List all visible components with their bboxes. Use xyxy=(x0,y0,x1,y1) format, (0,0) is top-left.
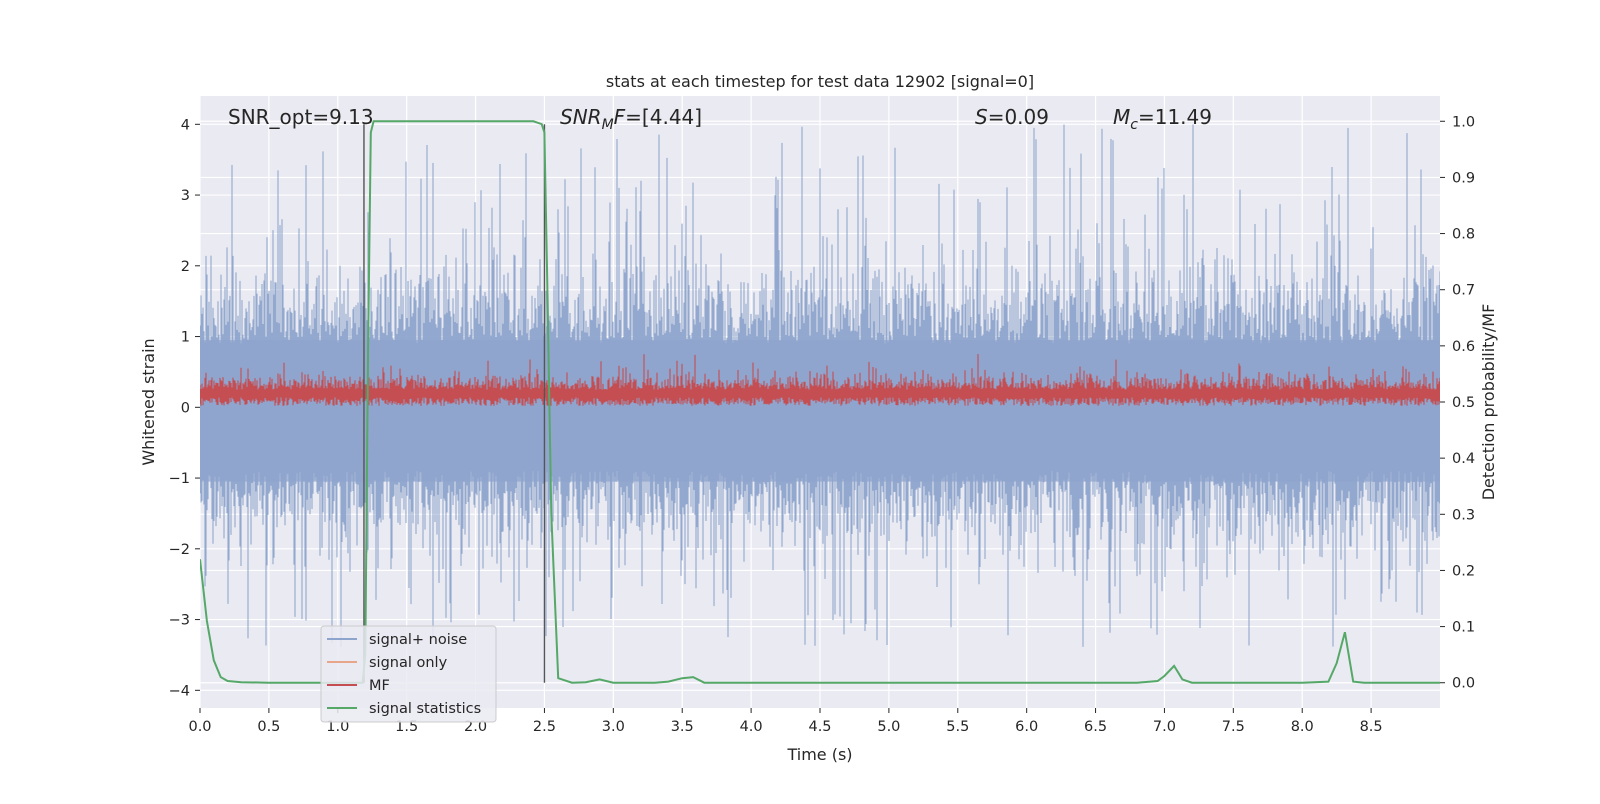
x-tick-label: 7.0 xyxy=(1153,719,1176,735)
y-left-tick-label: −3 xyxy=(169,613,190,629)
annotation-mc-var: M xyxy=(1113,105,1130,129)
x-tick-label: 7.5 xyxy=(1222,719,1245,735)
y-right-tick-label: 0.5 xyxy=(1452,395,1475,411)
y-right-tick-label: 0.7 xyxy=(1452,283,1475,299)
annotation-s-value: =0.09 xyxy=(988,105,1049,129)
annotation-mc-value: =11.49 xyxy=(1138,105,1212,129)
y-right-tick-label: 1.0 xyxy=(1452,114,1475,130)
annotation-snr-mf-var: SNR xyxy=(560,105,602,129)
x-tick-label: 8.5 xyxy=(1360,719,1383,735)
y-left-tick-label: −4 xyxy=(169,683,190,699)
annotation-snr-mf: SNRMF=[4.44] xyxy=(560,105,702,133)
annotation-snr-mf-sub: M xyxy=(602,117,614,133)
x-tick-label: 3.5 xyxy=(671,719,694,735)
plot-area xyxy=(200,120,1440,684)
x-tick-label: 1.5 xyxy=(395,719,418,735)
legend-label-signal-noise: signal+ noise xyxy=(369,632,467,648)
y-right-tick-label: 0.2 xyxy=(1452,563,1475,579)
legend: signal+ noise signal only MF signal stat… xyxy=(320,625,497,723)
annotation-mc-sub: c xyxy=(1130,117,1138,133)
x-tick-label: 4.5 xyxy=(808,719,831,735)
y-right-tick-label: 0.3 xyxy=(1452,507,1475,523)
y-right-tick-label: 0.9 xyxy=(1452,170,1475,186)
x-tick-label: 3.0 xyxy=(602,719,625,735)
series-mf xyxy=(200,354,1440,406)
mf-line xyxy=(200,354,1440,406)
y-right-tick-label: 0.0 xyxy=(1452,676,1475,692)
vertical-markers xyxy=(363,124,546,683)
legend-label-signal-only: signal only xyxy=(369,655,448,671)
y-left-tick-label: 1 xyxy=(181,330,190,346)
x-tick-label: 2.0 xyxy=(464,719,487,735)
legend-box xyxy=(320,625,497,723)
x-tick-label: 0.0 xyxy=(188,719,211,735)
x-tick-label: 5.5 xyxy=(946,719,969,735)
y-axis-label-right: Detection probability/MF xyxy=(1479,304,1498,501)
chart-title: stats at each timestep for test data 129… xyxy=(606,72,1034,91)
y-left-tick-label: −2 xyxy=(169,542,190,558)
y-axis-label-left: Whitened strain xyxy=(139,338,158,465)
x-tick-label: 6.5 xyxy=(1084,719,1107,735)
y-left-tick-label: 4 xyxy=(181,117,190,133)
annotation-mc: Mc=11.49 xyxy=(1113,105,1212,133)
y-left-tick-label: 2 xyxy=(181,259,190,275)
y-left-tick-label: 3 xyxy=(181,188,190,204)
y-left-tick-label: −1 xyxy=(169,471,190,487)
x-tick-label: 5.0 xyxy=(877,719,900,735)
axis-ticks: 0.0 0.5 1.0 1.5 2.0 2.5 3.0 3.5 4.0 4.5 5.0 5.5 6.0 6… xyxy=(169,114,1475,735)
annotation-snr-mf-value: =[4.44] xyxy=(625,105,702,129)
y-right-tick-label: 0.1 xyxy=(1452,620,1475,636)
annotation-snr-opt: SNR_opt=9.13 xyxy=(228,105,374,129)
x-tick-label: 6.0 xyxy=(1015,719,1038,735)
x-tick-label: 1.0 xyxy=(326,719,349,735)
legend-label-mf: MF xyxy=(369,678,390,694)
legend-label-signal-statistics: signal statistics xyxy=(369,701,481,717)
signal-noise-core xyxy=(200,340,1440,482)
series-signal-noise xyxy=(200,124,1440,647)
x-tick-label: 8.0 xyxy=(1291,719,1314,735)
x-axis-label: Time (s) xyxy=(786,745,852,764)
annotation-s: S=0.09 xyxy=(975,105,1049,129)
x-tick-label: 4.0 xyxy=(740,719,763,735)
y-left-tick-label: 0 xyxy=(181,400,190,416)
y-right-tick-label: 0.4 xyxy=(1452,451,1475,467)
y-right-tick-label: 0.8 xyxy=(1452,227,1475,243)
x-tick-label: 0.5 xyxy=(257,719,280,735)
annotation-s-var: S xyxy=(975,105,988,129)
y-right-tick-label: 0.6 xyxy=(1452,339,1475,355)
annotation-snr-mf-var2: F xyxy=(614,105,626,129)
x-tick-label: 2.5 xyxy=(533,719,556,735)
annotations: SNR_opt=9.13 SNRMF=[4.44] S=0.09 Mc=11.4… xyxy=(228,105,1212,133)
